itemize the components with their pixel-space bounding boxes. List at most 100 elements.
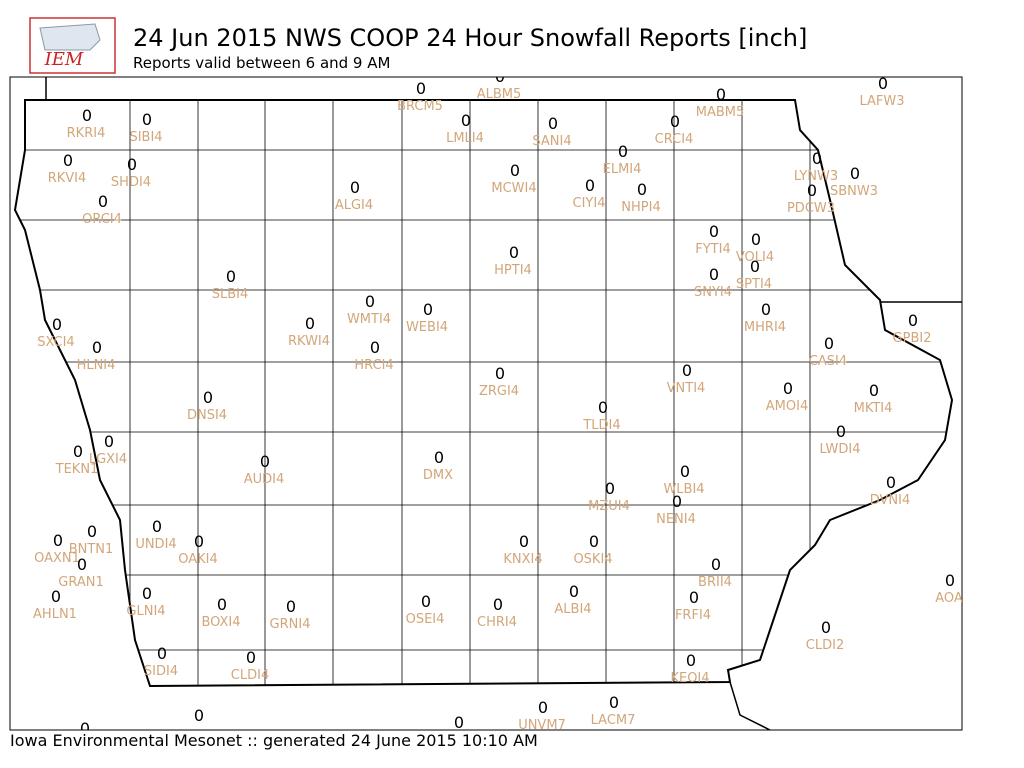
station-label: SPTI4 (736, 277, 772, 292)
station-label: HPTI4 (494, 263, 532, 278)
stations: 0RKRI40SIBI40RKVI40SHDI40ORCI40BRCM50ALB… (33, 74, 962, 738)
station-label: CLDI4 (231, 668, 269, 683)
map-frame (9, 76, 963, 731)
station-value: 0 (680, 462, 690, 481)
station-value: 0 (370, 338, 380, 357)
station-label: DNSI4 (187, 408, 227, 423)
station-value: 0 (509, 243, 519, 262)
station-value: 0 (761, 300, 771, 319)
station-value: 0 (878, 74, 888, 93)
station-label: UNDI4 (135, 537, 176, 552)
map-body: 0RKRI40SIBI40RKVI40SHDI40ORCI40BRCM50ALB… (14, 74, 962, 738)
station-label: AHLN1 (33, 607, 77, 622)
station-value: 0 (127, 155, 137, 174)
station-label: WMTI4 (347, 312, 391, 327)
station-value: 0 (850, 164, 860, 183)
station-label: LGXI4 (89, 452, 127, 467)
station-label: KEOI4 (670, 671, 709, 686)
station-label: MKTI4 (854, 401, 893, 416)
station-label: RKRI4 (67, 126, 106, 141)
station-label: DVNI4 (870, 493, 911, 508)
station-label: LMLI4 (446, 131, 484, 146)
logo-text: IEM (44, 49, 84, 70)
station-label: ELMI4 (603, 162, 642, 177)
station-label: MABM5 (696, 105, 745, 120)
station-value: 0 (217, 595, 227, 614)
station-label: OAXN1 (34, 551, 80, 566)
station-value: 0 (908, 311, 918, 330)
station-value: 0 (98, 192, 108, 211)
station-value: 0 (53, 531, 63, 550)
station-value: 0 (945, 571, 955, 590)
station-value: 0 (142, 110, 152, 129)
station-value: 0 (454, 713, 464, 732)
station-value: 0 (246, 648, 256, 667)
station-value: 0 (142, 584, 152, 603)
station-label: PDCW3 (787, 201, 835, 216)
station-value: 0 (716, 85, 726, 104)
station-label: AUDI4 (244, 472, 285, 487)
station-value: 0 (493, 595, 503, 614)
station-label: SBNW3 (830, 184, 878, 199)
station-label: RKWI4 (288, 334, 330, 349)
logo-shape (39, 23, 101, 51)
station-label: ALGI4 (335, 198, 373, 213)
station-label: CRCI4 (655, 132, 694, 147)
station-label: ORCI4 (82, 212, 122, 227)
station-label: CHRI4 (477, 615, 517, 630)
station-label: HRCI4 (354, 358, 393, 373)
station-label: RKVI4 (48, 171, 87, 186)
station-label: GPBI2 (893, 331, 932, 346)
station-value: 0 (423, 300, 433, 319)
station-value: 0 (672, 492, 682, 511)
station-value: 0 (305, 314, 315, 333)
station-label: NHPI4 (621, 200, 660, 215)
station-label: MZUI4 (588, 499, 630, 514)
station-value: 0 (821, 618, 831, 637)
station-value: 0 (73, 442, 83, 461)
station-value: 0 (52, 315, 62, 334)
station-value: 0 (812, 149, 822, 168)
station-value: 0 (510, 161, 520, 180)
station-label: VNTI4 (667, 381, 706, 396)
station-label: MCWI4 (491, 181, 536, 196)
station-value: 0 (77, 555, 87, 574)
station-value: 0 (157, 644, 167, 663)
station-label: LACM7 (591, 713, 636, 728)
station-value: 0 (194, 706, 204, 725)
station-value: 0 (670, 112, 680, 131)
station-value: 0 (886, 473, 896, 492)
station-value: 0 (538, 698, 548, 717)
station-value: 0 (461, 111, 471, 130)
station-value: 0 (152, 517, 162, 536)
station-value: 0 (286, 597, 296, 616)
station-value: 0 (836, 422, 846, 441)
station-label: SHDI4 (111, 175, 151, 190)
station-label: LWDI4 (819, 442, 860, 457)
station-value: 0 (548, 114, 558, 133)
station-label: SIDI4 (144, 664, 178, 679)
station-label: NENI4 (656, 512, 696, 527)
station-value: 0 (682, 361, 692, 380)
station-value: 0 (194, 532, 204, 551)
station-value: 0 (80, 719, 90, 738)
station-value: 0 (350, 178, 360, 197)
station-label: BOXI4 (201, 615, 240, 630)
station-value: 0 (598, 398, 608, 417)
station-label: LYNW3 (794, 169, 838, 184)
station-value: 0 (416, 79, 426, 98)
station-label: BNTN1 (69, 542, 114, 557)
station-label: DMX (423, 468, 453, 483)
station-value: 0 (434, 448, 444, 467)
station-value: 0 (750, 257, 760, 276)
station-label: KNXI4 (503, 552, 542, 567)
station-label: ALBI4 (554, 602, 591, 617)
station-value: 0 (421, 592, 431, 611)
station-label: TLDI4 (582, 418, 620, 433)
station-value: 0 (807, 181, 817, 200)
station-value: 0 (569, 582, 579, 601)
station-label: CIYI4 (573, 196, 606, 211)
station-label: WLBI4 (663, 482, 704, 497)
